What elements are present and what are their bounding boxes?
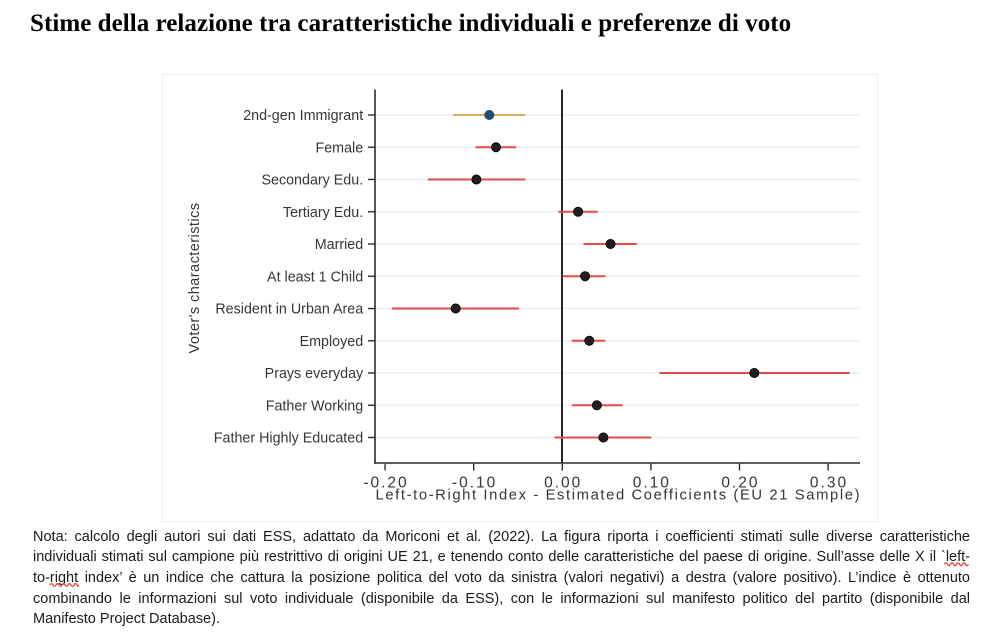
svg-text:Tertiary Edu.: Tertiary Edu. [283,205,363,221]
svg-text:Father Working: Father Working [266,398,364,414]
svg-text:Employed: Employed [300,334,364,350]
svg-text:0.20: 0.20 [721,474,759,491]
svg-text:Father Highly Educated: Father Highly Educated [214,431,363,447]
svg-text:-0.20: -0.20 [363,474,408,491]
svg-text:At least 1 Child: At least 1 Child [267,269,363,285]
svg-text:Secondary Edu.: Secondary Edu. [261,173,363,189]
svg-text:2nd-gen Immigrant: 2nd-gen Immigrant [243,108,363,124]
svg-text:0.30: 0.30 [810,474,848,491]
svg-text:Prays everyday: Prays everyday [265,366,364,382]
svg-text:0.10: 0.10 [633,474,671,491]
svg-text:Female: Female [316,140,364,156]
svg-text:Resident in Urban Area: Resident in Urban Area [215,302,363,318]
svg-text:Left-to-Right Index - Estimate: Left-to-Right Index - Estimated Coeffici… [376,488,862,504]
svg-text:Married: Married [315,237,364,253]
svg-text:-0.10: -0.10 [452,474,497,491]
svg-text:Voter's characteristics: Voter's characteristics [187,203,203,354]
svg-text:0.00: 0.00 [544,474,582,491]
